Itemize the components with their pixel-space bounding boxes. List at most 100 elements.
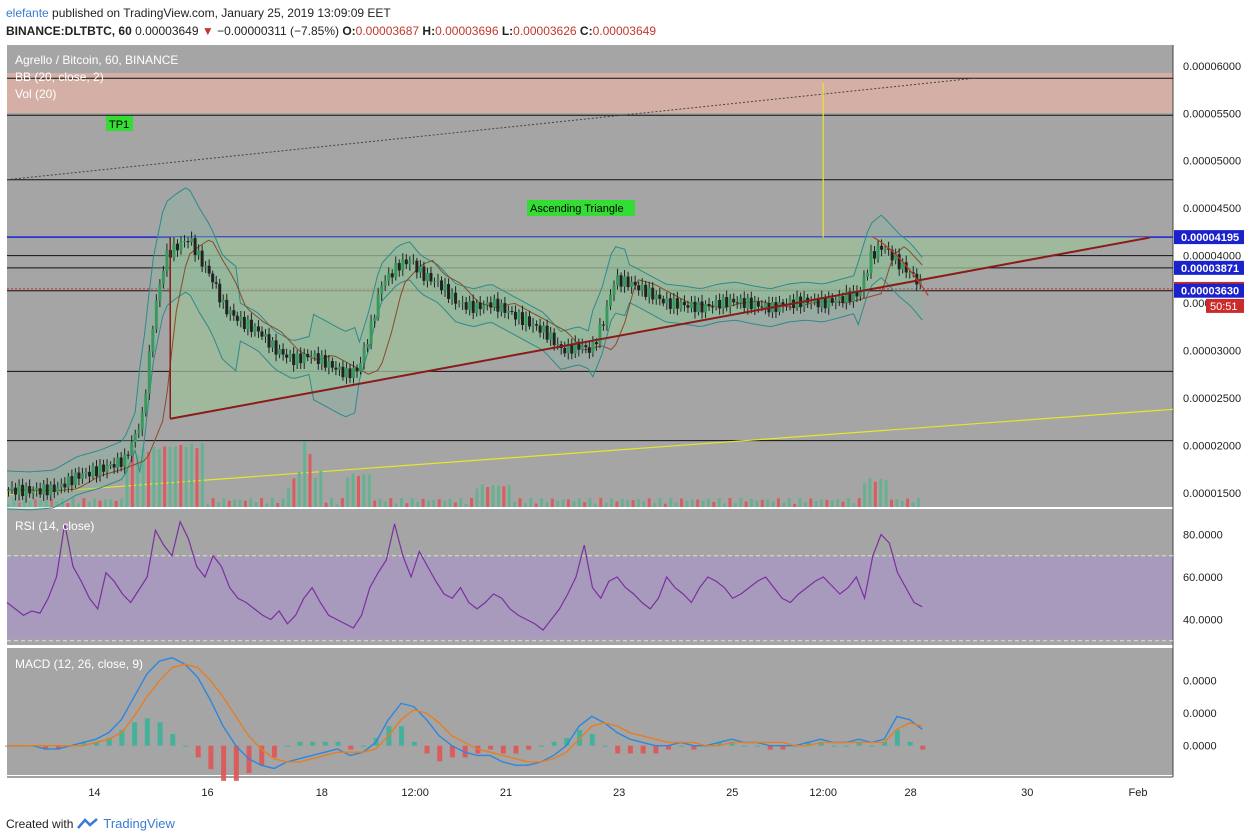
candle-body (492, 298, 496, 308)
x-tick-label: 12:00 (401, 787, 429, 799)
macd-histogram-bar (602, 745, 608, 747)
candle-body (56, 486, 60, 492)
volume-bar (303, 441, 307, 507)
macd-tick-label: 0.0000 (1183, 708, 1217, 720)
volume-bar (680, 498, 684, 507)
candle-body (91, 466, 95, 477)
x-tick-label: 12:00 (809, 787, 837, 799)
chart-header: elefante published on TradingView.com, J… (6, 4, 656, 40)
candle-body (753, 301, 757, 310)
candle-body (80, 473, 84, 479)
macd-tick-label: 0.0000 (1183, 676, 1217, 688)
quote-line: BINANCE:DLTBTC, 60 0.00003649 ▼ −0.00000… (6, 22, 656, 40)
macd-histogram-bar (691, 745, 697, 750)
volume-bar (405, 503, 409, 507)
macd-histogram-bar (221, 745, 227, 781)
volume-bar (593, 503, 597, 507)
volume-bar (421, 498, 425, 507)
volume-bar (906, 498, 910, 507)
candle-body (531, 324, 535, 327)
open-value: 0.00003687 (355, 24, 420, 38)
volume-bar (841, 501, 845, 507)
candle-body (682, 301, 686, 306)
candle-body (549, 332, 553, 340)
volume-bar (733, 503, 737, 507)
candle-body (404, 259, 408, 265)
macd-histogram-bar (360, 745, 366, 747)
candle-body (478, 302, 482, 310)
candle-body (123, 454, 127, 467)
candle-body (457, 303, 461, 305)
volume-bar (400, 498, 404, 507)
candle-body (827, 297, 831, 309)
candle-body (485, 302, 489, 305)
volume-bar (453, 502, 457, 507)
macd-histogram-bar (805, 741, 811, 746)
candle-body (697, 301, 701, 313)
macd-histogram-bar (589, 733, 595, 746)
candle-body (880, 245, 884, 250)
candle-body (464, 302, 468, 310)
candle-body (499, 303, 503, 312)
macd-histogram-bar (411, 741, 417, 746)
volume-bar (836, 498, 840, 507)
y-tick-label: 0.00006000 (1183, 61, 1241, 73)
candle-body (313, 353, 317, 357)
volume-bar (701, 500, 705, 507)
volume-bar (87, 501, 91, 507)
close-value: 0.00003649 (592, 24, 656, 38)
candle-body (918, 279, 922, 285)
volume-bar (857, 498, 861, 507)
macd-histogram-bar (831, 745, 837, 747)
volume-bar (222, 498, 226, 507)
candle-body (844, 291, 848, 303)
candle-body (330, 361, 334, 368)
candle-body (573, 341, 577, 354)
candle-body (528, 316, 532, 327)
candle-body (851, 291, 855, 302)
candle-body (151, 329, 155, 352)
candle-body (211, 273, 215, 283)
volume-bar (82, 498, 86, 507)
volume-bar (760, 499, 764, 507)
signal-line (7, 663, 923, 763)
price-label-text: 0.00003871 (1181, 263, 1239, 275)
candle-body (320, 355, 324, 365)
volume-bar (378, 498, 382, 507)
volume-bar (383, 501, 387, 507)
down-arrow-icon: ▼ (201, 24, 214, 38)
volume-bar (820, 499, 824, 507)
macd-histogram-bar (755, 745, 761, 747)
publish-line: elefante published on TradingView.com, J… (6, 4, 656, 22)
candle-body (235, 315, 239, 321)
tradingview-brand[interactable]: TradingView (103, 816, 175, 831)
candle-body (7, 489, 10, 491)
y-axis-main (1173, 45, 1257, 507)
volume-bar (685, 500, 689, 507)
macd-histogram-bar (729, 741, 735, 746)
author-link[interactable]: elefante (6, 6, 49, 20)
y-tick-label: 0.00004000 (1183, 251, 1241, 263)
volume-bar (631, 500, 635, 507)
price-label-text: 0.00004195 (1181, 232, 1239, 244)
candle-body (348, 368, 352, 379)
candle-body (28, 486, 32, 494)
candle-body (35, 488, 39, 491)
volume-bar (674, 502, 678, 507)
candle-body (601, 324, 605, 326)
vol-legend: Vol (20) (15, 87, 56, 101)
y-axis-rsi (1173, 509, 1257, 645)
candle-body (461, 302, 465, 304)
volume-bar (583, 502, 587, 507)
volume-bar (141, 447, 145, 507)
candle-body (63, 483, 67, 488)
candle-body (278, 349, 282, 355)
candle-body (260, 331, 264, 337)
candle-body (193, 238, 197, 256)
candle-body (306, 353, 310, 358)
candle-body (693, 301, 697, 313)
rsi-band (7, 557, 1173, 639)
x-tick-label: 25 (726, 787, 738, 799)
candle-body (651, 287, 655, 300)
